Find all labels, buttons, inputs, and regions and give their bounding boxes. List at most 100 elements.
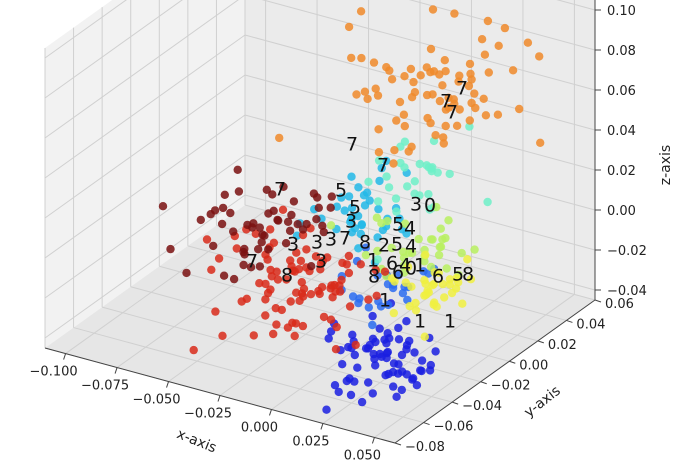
scatter-point <box>400 121 409 131</box>
scatter-point <box>217 219 227 229</box>
scatter-point <box>435 70 444 79</box>
gridline <box>408 0 596 51</box>
scatter-point <box>264 245 273 254</box>
scatter-point <box>411 306 421 315</box>
gridline <box>44 194 246 339</box>
scatter-point <box>384 183 394 192</box>
scatter-point <box>266 225 275 234</box>
scatter-point <box>423 286 432 295</box>
cluster-label: 8 <box>368 266 380 288</box>
gridline <box>73 327 424 424</box>
x-tick <box>268 409 272 416</box>
cluster-label: 4 <box>404 218 416 240</box>
scatter-point <box>431 347 440 356</box>
cluster-label: 3 <box>311 232 323 254</box>
scatter-points <box>158 5 545 414</box>
scatter-point <box>394 335 404 344</box>
gridline <box>116 224 318 368</box>
scatter-point <box>439 139 448 148</box>
gridline <box>44 0 183 99</box>
scatter-point <box>445 280 454 289</box>
scatter-point <box>364 177 373 186</box>
scatter-point <box>202 235 212 244</box>
scatter-point <box>360 201 370 210</box>
scatter-point <box>328 293 337 302</box>
scatter-point <box>281 239 291 248</box>
scatter-point <box>465 59 475 69</box>
scatter-point <box>350 350 359 360</box>
scatter-point <box>384 300 393 310</box>
cluster-label: 8 <box>281 265 293 287</box>
scatter-point <box>450 9 459 18</box>
scatter-point <box>380 267 390 276</box>
scatter-point <box>440 293 449 302</box>
cluster-label: 5 <box>391 234 403 256</box>
scatter-point <box>508 66 518 75</box>
scatter-point <box>426 44 436 54</box>
scatter-point <box>326 221 336 230</box>
scatter-point <box>318 221 327 230</box>
scatter-point <box>226 208 235 218</box>
x-tick-label: −0.050 <box>132 393 180 408</box>
y-tick-label: −0.02 <box>491 379 531 394</box>
scatter-point <box>261 311 270 320</box>
scatter-point <box>375 324 384 333</box>
scatter-point <box>442 264 451 273</box>
scatter-point <box>263 288 273 298</box>
scatter-point <box>377 163 386 173</box>
y-tick-label: −0.08 <box>405 440 445 455</box>
gridline <box>374 294 575 438</box>
scatter-point <box>334 387 343 397</box>
scatter-point <box>218 331 227 340</box>
scatter-point <box>420 257 429 266</box>
scatter-point <box>382 353 391 363</box>
scatter-point <box>288 318 297 327</box>
scatter-point <box>347 53 356 63</box>
scatter-point <box>422 90 432 100</box>
scatter-point <box>420 332 429 341</box>
x-tick-label: −0.025 <box>184 407 232 422</box>
scatter-point <box>466 275 476 284</box>
scatter-point <box>319 227 328 237</box>
scatter-point <box>293 220 302 229</box>
scatter-point <box>229 274 239 284</box>
scatter-point <box>435 96 445 106</box>
scatter-point <box>444 216 453 225</box>
z-tick-label: 0.04 <box>607 124 636 139</box>
scatter-point <box>357 220 366 229</box>
scatter-point <box>397 385 406 395</box>
scatter-point <box>273 275 283 284</box>
x-axis-label: x-axis <box>174 426 218 456</box>
x-tick <box>166 381 170 388</box>
scatter-point <box>445 169 454 179</box>
scatter-point <box>311 252 321 261</box>
scatter-point <box>400 72 409 81</box>
scatter-point <box>351 340 360 350</box>
cluster-label: 4 <box>405 236 417 258</box>
cluster-label: 8 <box>359 232 371 254</box>
scatter-point <box>354 244 363 253</box>
cluster-label: 1 <box>367 250 379 272</box>
scatter-point <box>233 165 242 174</box>
scatter-point <box>424 190 433 199</box>
scatter-point <box>389 308 398 318</box>
cluster-label: 6 <box>432 266 444 288</box>
scatter-point <box>249 331 258 340</box>
scatter-point <box>467 98 476 108</box>
scatter-point <box>381 371 390 380</box>
scatter-point <box>431 131 440 140</box>
scatter-point <box>209 241 218 251</box>
scatter-point <box>261 279 270 289</box>
scatter-point <box>420 276 429 285</box>
scatter-point <box>374 204 383 214</box>
scatter-point <box>271 304 280 313</box>
z-tick-label: 0.02 <box>607 164 636 179</box>
scatter-point <box>251 229 260 238</box>
cluster-label: 3 <box>325 229 337 251</box>
scatter-point <box>337 193 346 202</box>
scatter-point <box>373 246 382 256</box>
scatter-point <box>409 77 418 87</box>
scatter-point <box>385 66 394 75</box>
axes-grid <box>44 0 596 444</box>
scatter-point <box>432 202 441 212</box>
